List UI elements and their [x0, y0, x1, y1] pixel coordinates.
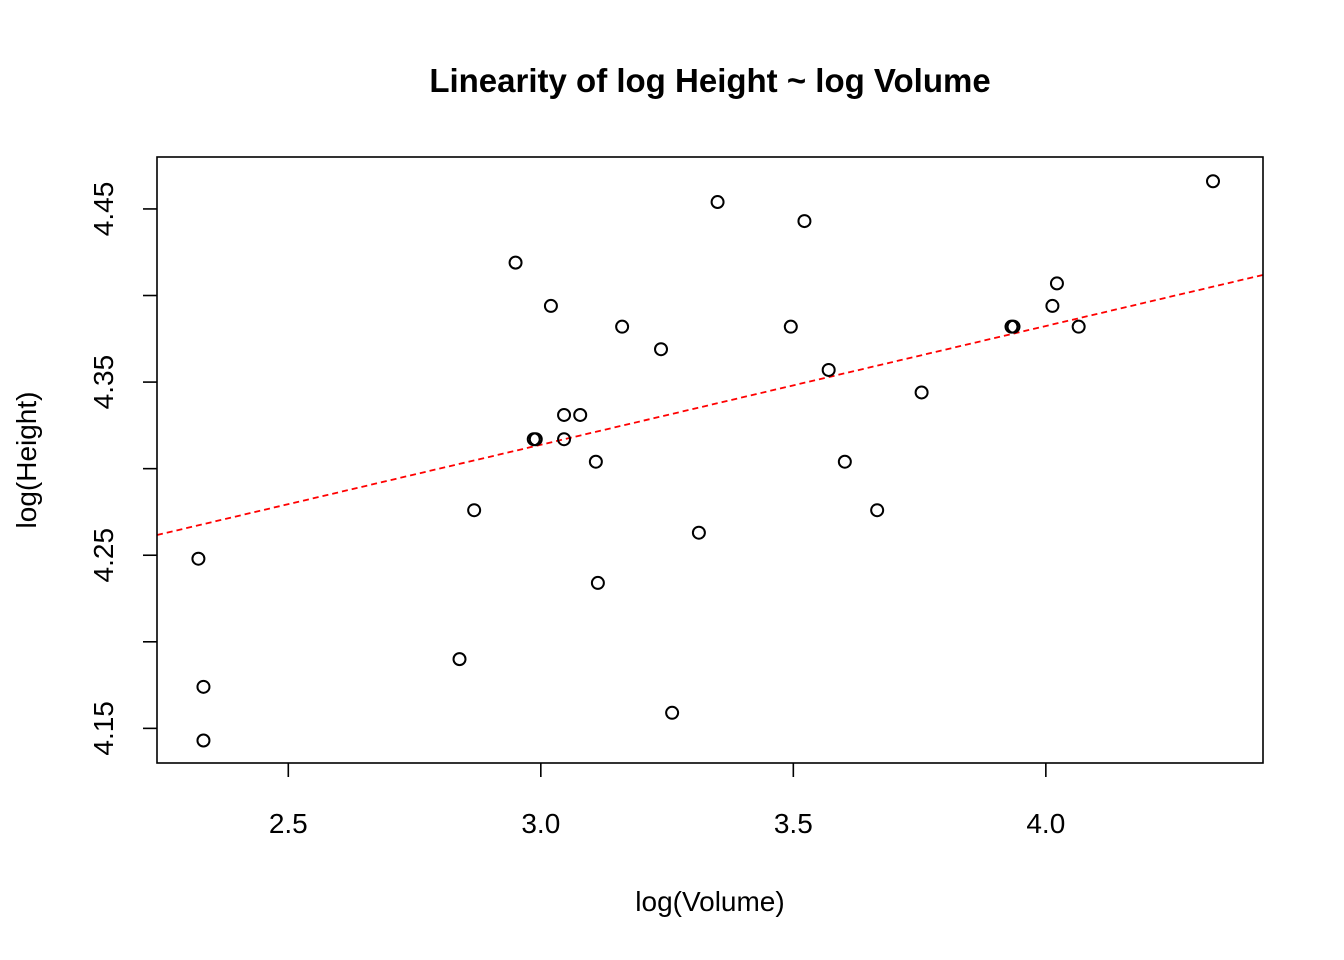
- data-point: [196, 733, 211, 748]
- data-point: [452, 652, 467, 667]
- data-point: [528, 432, 543, 447]
- data-point: [1049, 276, 1064, 291]
- chart-title: Linearity of log Height ~ log Volume: [429, 62, 990, 99]
- data-point: [557, 407, 572, 422]
- data-point: [557, 432, 572, 447]
- data-point: [573, 407, 588, 422]
- data-point: [615, 319, 630, 334]
- y-tick-label: 4.45: [88, 182, 119, 237]
- x-tick-label: 3.5: [774, 808, 813, 839]
- regression-line: [156, 274, 1264, 536]
- data-point: [914, 385, 929, 400]
- data-point: [837, 454, 852, 469]
- data-point: [797, 214, 812, 229]
- x-axis: 2.5 3.0 3.5 4.0: [269, 763, 1065, 839]
- data-point: [467, 503, 482, 518]
- data-point: [1045, 298, 1060, 313]
- y-axis-label: log(Height): [11, 392, 42, 529]
- x-tick-label: 3.0: [521, 808, 560, 839]
- y-tick-label: 4.25: [88, 528, 119, 583]
- data-point: [588, 454, 603, 469]
- data-point: [1006, 319, 1021, 334]
- data-point: [1071, 319, 1086, 334]
- data-point: [508, 255, 523, 270]
- data-point: [654, 342, 669, 357]
- data-point: [1206, 174, 1221, 189]
- data-point: [821, 362, 836, 377]
- data-point: [191, 551, 206, 566]
- data-point: [590, 575, 605, 590]
- data-point: [783, 319, 798, 334]
- x-tick-label: 4.0: [1026, 808, 1065, 839]
- data-points: [191, 174, 1221, 748]
- data-point: [870, 503, 885, 518]
- data-point: [543, 298, 558, 313]
- plot-frame: [156, 156, 1264, 764]
- regression-line-layer: [156, 274, 1264, 536]
- data-point: [691, 525, 706, 540]
- data-point: [710, 195, 725, 210]
- x-tick-label: 2.5: [269, 808, 308, 839]
- data-point: [196, 679, 211, 694]
- x-axis-label: log(Volume): [635, 886, 784, 917]
- data-point: [665, 705, 680, 720]
- y-tick-label: 4.35: [88, 355, 119, 410]
- y-axis: 4.15 4.25 4.35 4.45: [88, 182, 157, 756]
- y-tick-label: 4.15: [88, 701, 119, 756]
